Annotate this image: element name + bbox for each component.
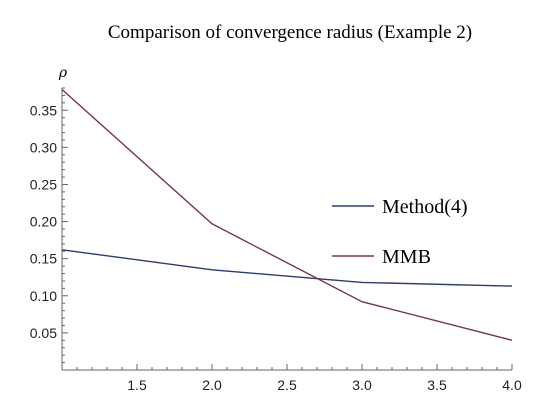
series-line-mmb <box>61 88 513 341</box>
x-tick-label: 3.0 <box>352 377 372 393</box>
x-tick-label: 1.5 <box>127 377 147 393</box>
x-tick-label: 4.0 <box>502 377 522 393</box>
y-tick-label: 0.10 <box>30 288 57 304</box>
series-line-method-4 <box>61 249 513 287</box>
x-tick-label: 3.5 <box>427 377 447 393</box>
legend-label-mmb: MMB <box>382 246 431 268</box>
y-tick-label: 0.30 <box>30 139 57 155</box>
y-tick-label: 0.15 <box>30 251 57 267</box>
legend-label-method-4: Method(4) <box>382 196 468 218</box>
y-tick-label: 0.05 <box>30 325 57 341</box>
y-ticks: 0.05 0.10 0.15 0.20 0.25 0.30 0.35 <box>30 87 68 364</box>
y-tick-label: 0.25 <box>30 176 57 192</box>
x-tick-label: 2.5 <box>277 377 297 393</box>
y-tick-label: 0.35 <box>30 102 57 118</box>
y-tick-label: 0.20 <box>30 214 57 230</box>
x-ticks: 1.5 2.0 2.5 3.0 3.5 4.0 <box>76 364 522 393</box>
x-tick-label: 2.0 <box>202 377 222 393</box>
y-axis-label: ρ <box>58 65 68 81</box>
legend: Method(4) MMB <box>332 196 468 268</box>
chart-title: Comparison of convergence radius (Exampl… <box>108 22 472 43</box>
series-lines <box>61 88 513 341</box>
